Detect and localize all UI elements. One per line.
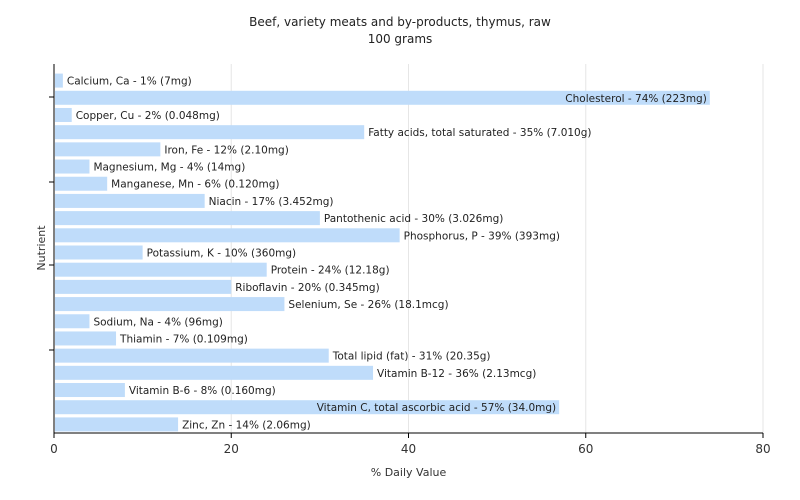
chart-subtitle: 100 grams bbox=[367, 32, 433, 46]
bar bbox=[55, 125, 365, 140]
bar-label: Copper, Cu - 2% (0.048mg) bbox=[76, 110, 220, 122]
x-tick-label: 20 bbox=[224, 442, 239, 456]
bar bbox=[55, 107, 72, 122]
bar-label: Protein - 24% (12.18g) bbox=[271, 265, 390, 277]
bar-label: Thiamin - 7% (0.109mg) bbox=[119, 333, 248, 345]
bar bbox=[55, 159, 90, 174]
chart-title: Beef, variety meats and by-products, thy… bbox=[249, 15, 551, 29]
bar-label: Pantothenic acid - 30% (3.026mg) bbox=[324, 213, 503, 225]
bar-label: Manganese, Mn - 6% (0.120mg) bbox=[111, 179, 279, 191]
bar bbox=[55, 348, 329, 363]
x-tick-label: 80 bbox=[755, 442, 770, 456]
bar-label: Cholesterol - 74% (223mg) bbox=[565, 93, 707, 105]
bar-label: Niacin - 17% (3.452mg) bbox=[209, 196, 334, 208]
bar-label: Vitamin B-6 - 8% (0.160mg) bbox=[129, 385, 276, 397]
bar bbox=[55, 417, 179, 432]
x-tick-label: 40 bbox=[401, 442, 416, 456]
bar-label: Riboflavin - 20% (0.345mg) bbox=[235, 282, 379, 294]
bar bbox=[55, 383, 125, 398]
bar bbox=[55, 245, 143, 260]
bar-label: Magnesium, Mg - 4% (14mg) bbox=[93, 162, 245, 174]
x-axis-label: % Daily Value bbox=[371, 466, 447, 479]
bar bbox=[55, 73, 63, 88]
bar bbox=[55, 279, 232, 294]
y-axis-label: Nutrient bbox=[35, 225, 48, 271]
bar bbox=[55, 314, 90, 329]
bar-label: Calcium, Ca - 1% (7mg) bbox=[67, 76, 192, 88]
bar-label: Vitamin C, total ascorbic acid - 57% (34… bbox=[317, 402, 556, 414]
bar-label: Fatty acids, total saturated - 35% (7.01… bbox=[368, 127, 591, 139]
bar bbox=[55, 331, 117, 346]
bar bbox=[55, 228, 400, 243]
bar-label: Selenium, Se - 26% (18.1mcg) bbox=[288, 299, 448, 311]
bar-label: Total lipid (fat) - 31% (20.35g) bbox=[332, 351, 491, 363]
bar bbox=[55, 365, 374, 380]
bar-label: Phosphorus, P - 39% (393mg) bbox=[404, 230, 560, 242]
bar bbox=[55, 142, 161, 157]
bar bbox=[55, 90, 710, 105]
bar bbox=[55, 176, 108, 191]
bar bbox=[55, 297, 285, 312]
bar bbox=[55, 193, 205, 208]
bar bbox=[55, 400, 560, 415]
bar bbox=[55, 262, 267, 277]
bar-label: Vitamin B-12 - 36% (2.13mcg) bbox=[377, 368, 536, 380]
bar-label: Sodium, Na - 4% (96mg) bbox=[93, 316, 222, 328]
bar-label: Potassium, K - 10% (360mg) bbox=[147, 248, 297, 260]
bar-label: Iron, Fe - 12% (2.10mg) bbox=[164, 144, 288, 156]
bar bbox=[55, 211, 320, 226]
bar-label: Zinc, Zn - 14% (2.06mg) bbox=[182, 419, 311, 431]
x-tick-label: 60 bbox=[578, 442, 593, 456]
x-tick-label: 0 bbox=[50, 442, 58, 456]
